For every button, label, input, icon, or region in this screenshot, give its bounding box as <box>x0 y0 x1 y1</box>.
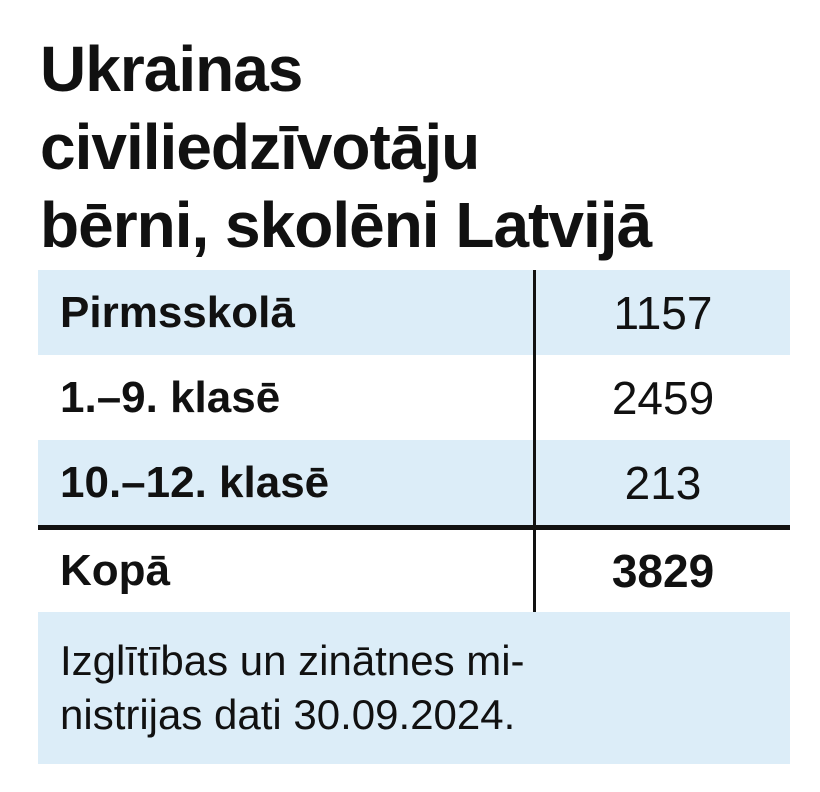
title: Ukrainas civiliedzīvotāju bērni, skolēni… <box>40 30 652 264</box>
row-label: 1.–9. klasē <box>60 372 281 422</box>
table-row: 1.–9. klasē 2459 <box>38 355 790 440</box>
row-value: 1157 <box>533 270 790 355</box>
footnote-line: nistrijas dati 30.09.2024. <box>60 691 516 738</box>
table-row: 10.–12. klasē 213 <box>38 440 790 525</box>
row-label: 10.–12. klasē <box>60 457 330 507</box>
table: Pirmsskolā 1157 1.–9. klasē 2459 10.–12.… <box>38 270 790 764</box>
title-line: Ukrainas <box>40 33 303 105</box>
separator <box>38 525 790 530</box>
title-line: bērni, skolēni Latvijā <box>40 189 652 261</box>
total-label: Kopā <box>60 546 170 595</box>
table-row: Pirmsskolā 1157 <box>38 270 790 355</box>
total-value: 3829 <box>533 530 790 612</box>
footnote-line: Izglītības un zinātnes mi- <box>60 637 525 684</box>
total-row: Kopā 3829 <box>38 530 790 612</box>
title-line: civiliedzīvotāju <box>40 111 480 183</box>
footnote: Izglītības un zinātnes mi- nistrijas dat… <box>38 612 790 764</box>
row-value: 2459 <box>533 355 790 440</box>
row-value: 213 <box>533 440 790 525</box>
row-label: Pirmsskolā <box>60 287 295 337</box>
